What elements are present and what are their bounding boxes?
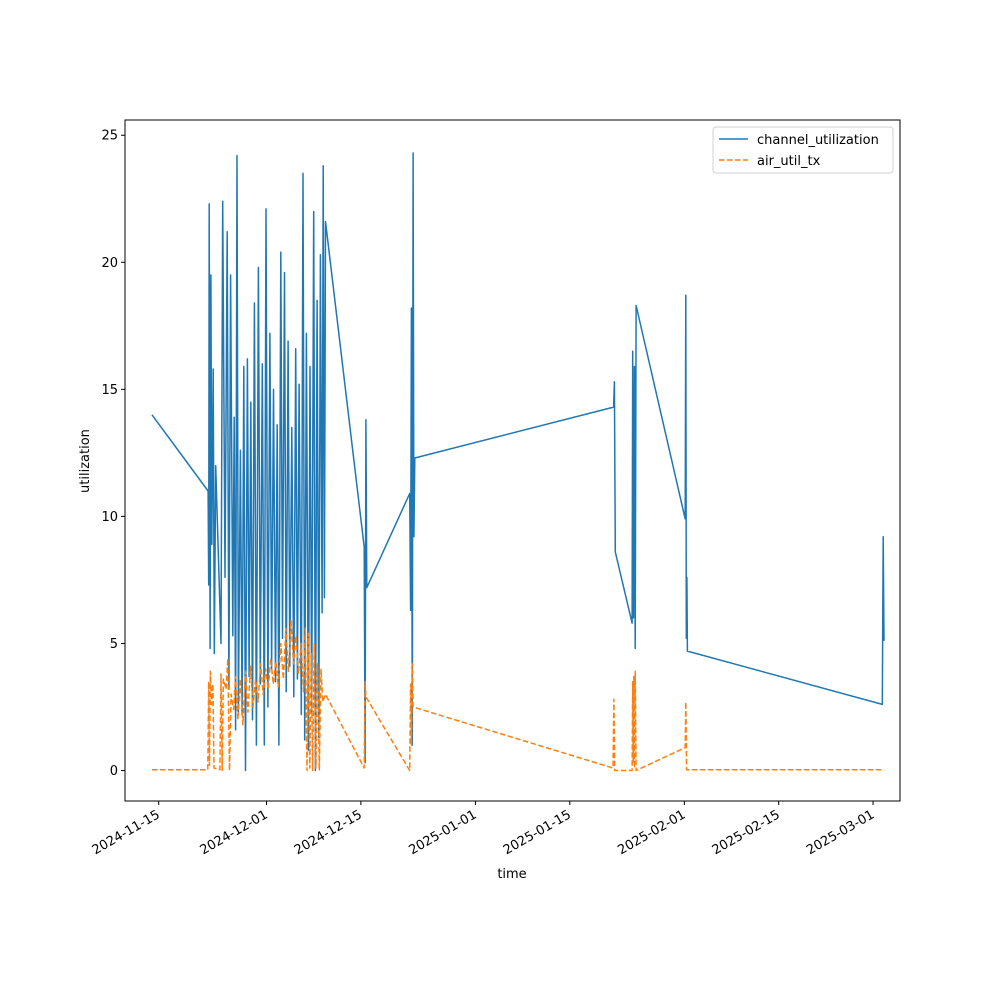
- y-tick-label: 0: [110, 764, 118, 779]
- series-line-0: [151, 152, 885, 772]
- plot-frame: [124, 119, 901, 802]
- y-tick-label: 10: [101, 510, 118, 525]
- x-axis-label: time: [497, 867, 526, 882]
- legend-label-1: air_util_tx: [757, 154, 821, 169]
- y-tick-label: 20: [101, 256, 118, 271]
- y-axis: 0 5 10 15 20 25: [101, 129, 125, 779]
- y-tick-label: 25: [101, 129, 118, 144]
- series-layer: [151, 152, 885, 772]
- legend-label-0: channel_utilization: [757, 133, 879, 148]
- y-axis-label: utilization: [78, 429, 93, 493]
- legend: channel_utilization air_util_tx: [712, 126, 894, 174]
- y-tick-label: 15: [101, 383, 118, 398]
- legend-box: [712, 126, 894, 174]
- y-tick-label: 5: [110, 637, 118, 652]
- series-line-1: [152, 619, 884, 772]
